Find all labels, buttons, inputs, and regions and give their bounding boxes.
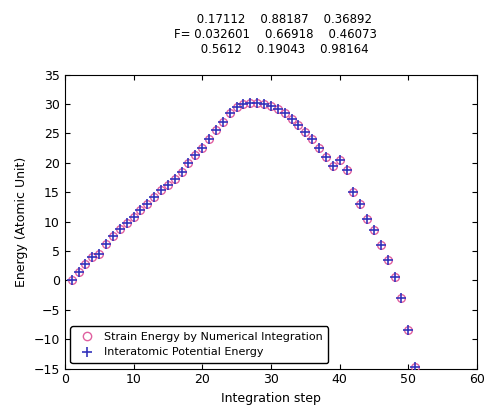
- X-axis label: Integration step: Integration step: [221, 392, 321, 405]
- Text: 0.17112    0.88187    0.36892
F= 0.032601    0.66918    0.46073
     0.5612    0: 0.17112 0.88187 0.36892 F= 0.032601 0.66…: [174, 13, 376, 55]
- Legend: Strain Energy by Numerical Integration, Interatomic Potential Energy: Strain Energy by Numerical Integration, …: [70, 326, 328, 363]
- Y-axis label: Energy (Atomic Unit): Energy (Atomic Unit): [15, 157, 28, 287]
